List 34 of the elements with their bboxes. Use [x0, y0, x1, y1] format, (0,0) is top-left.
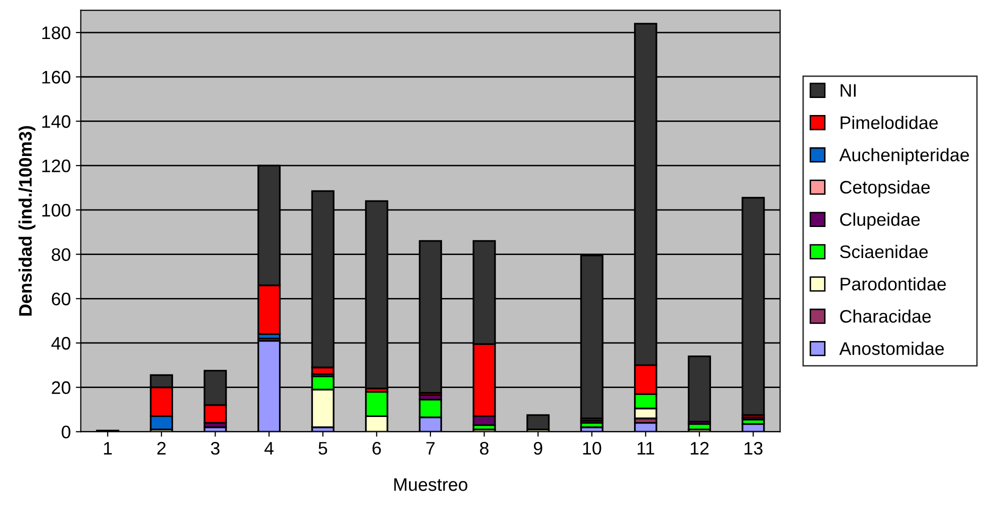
y-tick-label: 180 — [42, 26, 70, 40]
y-tick-label: 40 — [51, 336, 70, 350]
legend-label: Pimelodidae — [840, 116, 938, 130]
legend-label: Characidae — [840, 309, 931, 323]
legend-label: Clupeidae — [840, 212, 920, 230]
x-tick-label: 5 — [318, 442, 328, 455]
legend-label: Cetopsidae — [840, 180, 930, 198]
y-tick-label: 20 — [52, 381, 70, 394]
legend-label: Parodontidae — [840, 277, 946, 290]
legend-label: Anostomidae — [839, 342, 944, 356]
legend-label: Sciaenidae — [840, 244, 928, 258]
y-axis-title: Densidad (ind./100m3) — [18, 126, 36, 316]
x-tick-label: 12 — [690, 442, 709, 454]
x-tick-label: 11 — [638, 442, 654, 454]
x-axis-title: Muestreo — [394, 478, 468, 491]
y-tick-label: 140 — [42, 115, 70, 128]
x-tick-label: 10 — [583, 442, 602, 455]
x-tick-label: 8 — [480, 442, 488, 455]
y-tick-label: 120 — [42, 160, 70, 172]
x-tick-label: 3 — [210, 442, 220, 455]
legend-label: Auchenipteridae — [839, 148, 969, 165]
x-tick-label: 2 — [157, 442, 166, 454]
x-tick-label: 1 — [104, 442, 112, 454]
x-tick-label: 4 — [264, 442, 274, 454]
legend-label: NI — [840, 84, 856, 97]
y-tick-label: 160 — [42, 70, 70, 84]
y-tick-label: 60 — [52, 292, 70, 306]
y-tick-label: 100 — [42, 204, 70, 217]
x-tick-label: 6 — [372, 442, 381, 455]
y-tick-label: 80 — [52, 248, 70, 261]
x-tick-label: 9 — [534, 442, 542, 455]
y-tick-label: 0 — [62, 426, 70, 438]
x-tick-label: 7 — [426, 442, 435, 454]
x-tick-label: 13 — [744, 442, 762, 455]
